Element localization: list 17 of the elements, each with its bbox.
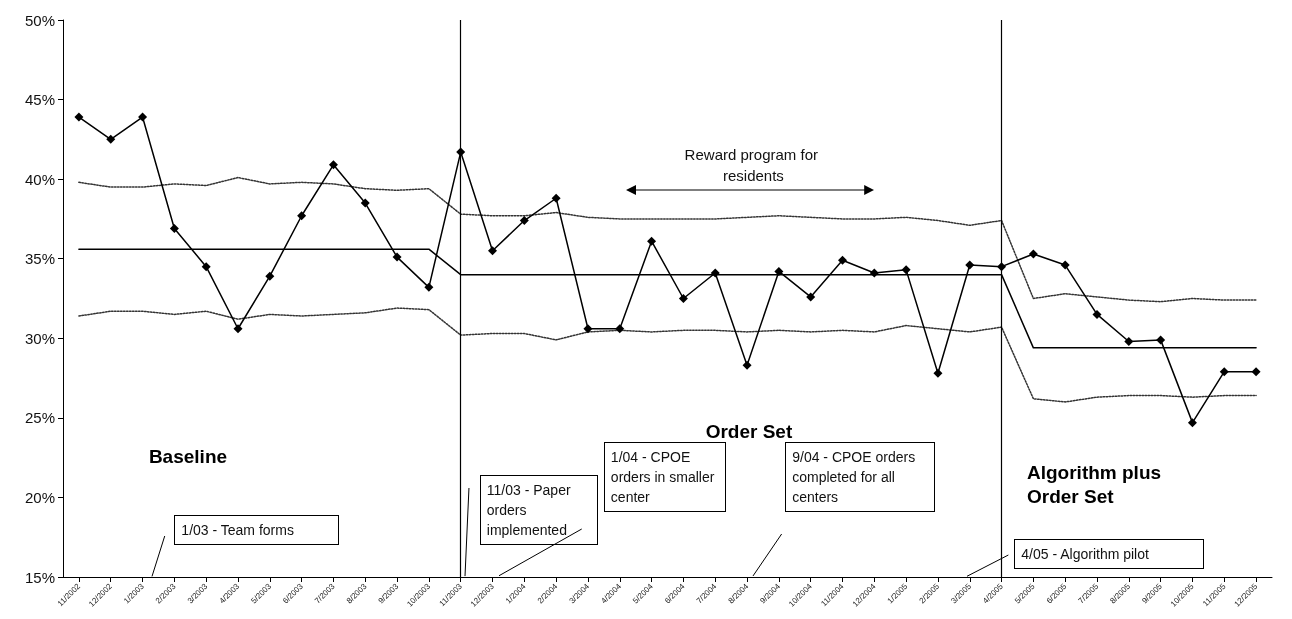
annotation: 4/05 - Algorithm pilot: [1014, 538, 1205, 569]
annotation: Algorithm plus Order Set: [1027, 462, 1167, 508]
y-tick-label: 15%: [24, 568, 55, 586]
annotation: Baseline: [148, 446, 228, 468]
annotation: 1/03 - Team forms: [174, 514, 340, 545]
y-tick-label: 50%: [24, 11, 55, 29]
y-tick-label: 35%: [24, 250, 55, 268]
annotation: 9/04 - CPOE orders completed for all centers: [785, 441, 936, 512]
annotation: 1/04 - CPOE orders in smaller center: [603, 441, 726, 512]
y-tick-label: 25%: [24, 409, 55, 427]
y-tick-label: 45%: [24, 91, 55, 109]
annotation: 11/03 - Paper orders implemented: [479, 475, 598, 546]
annotation: Order Set: [705, 420, 793, 442]
annotation: Reward program for residents: [684, 146, 823, 185]
y-tick-label: 40%: [24, 170, 55, 188]
y-tick-label: 20%: [24, 488, 55, 506]
y-tick-label: 30%: [24, 329, 55, 347]
